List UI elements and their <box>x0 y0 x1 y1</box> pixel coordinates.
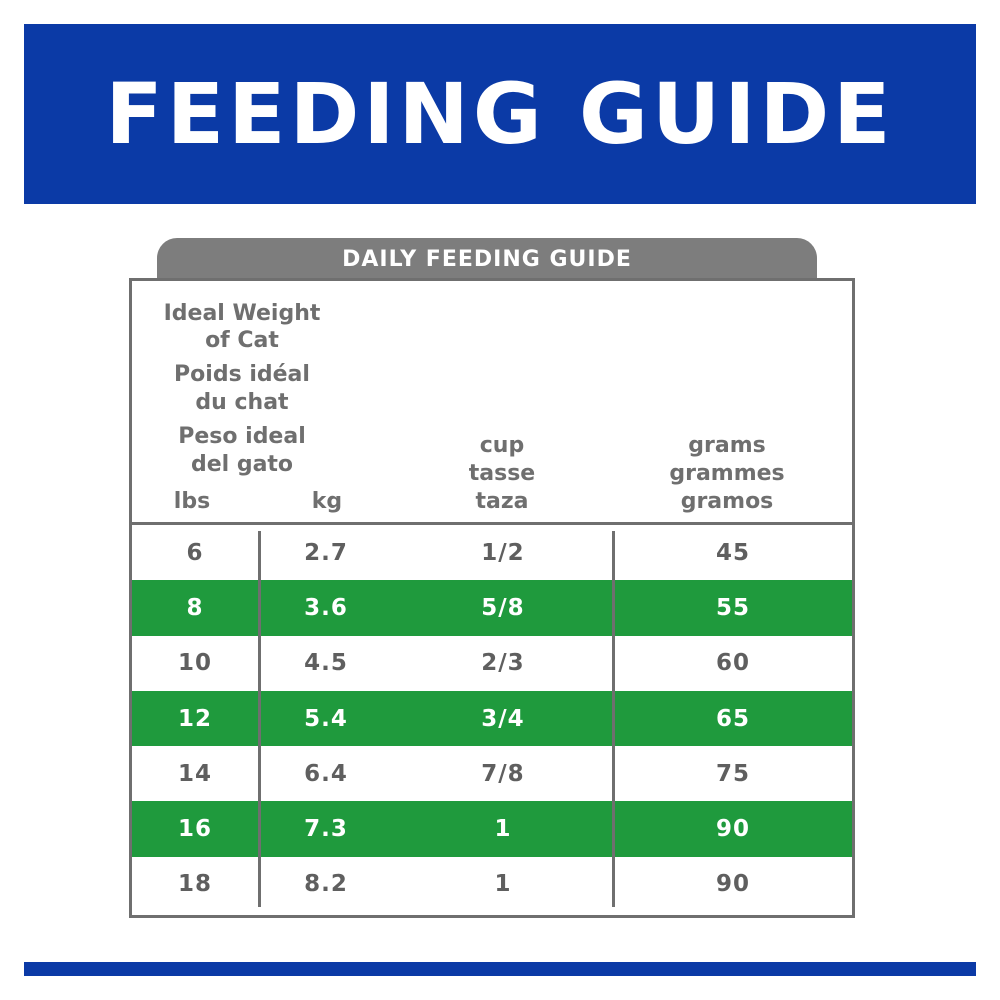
grams-header-line: grams <box>688 433 766 458</box>
cup-cell: 2/3 <box>481 650 525 677</box>
cup-cell: 7/8 <box>481 760 525 787</box>
column-divider-lbs <box>258 531 261 907</box>
weight-header-line: Poids idéal <box>174 362 310 387</box>
table-header: Ideal Weight of Cat Poids idéal du chat … <box>132 281 852 523</box>
kg-cell: 8.2 <box>304 871 348 898</box>
lbs-cell: 16 <box>177 816 212 843</box>
grams-cell: 90 <box>715 871 750 898</box>
grams-header-line: gramos <box>680 489 774 514</box>
grams-cell: 65 <box>715 705 750 732</box>
column-divider-cup <box>612 531 615 907</box>
weight-header-line: Ideal Weight <box>163 301 321 326</box>
cup-header-line: taza <box>475 489 529 514</box>
grams-cell: 75 <box>715 760 750 787</box>
cup-header-line: cup <box>479 433 525 458</box>
lbs-cell: 12 <box>177 705 212 732</box>
grams-cell: 90 <box>715 816 750 843</box>
table-title: DAILY FEEDING GUIDE <box>342 246 632 272</box>
grams-header-line: grammes <box>669 461 785 486</box>
kg-cell: 6.4 <box>304 760 348 787</box>
weight-header-line: du chat <box>195 390 289 415</box>
grams-cell: 55 <box>715 594 750 621</box>
title-banner: FEEDING GUIDE <box>24 24 976 204</box>
kg-cell: 5.4 <box>304 705 348 732</box>
lbs-header: lbs <box>173 489 211 514</box>
table-row: 12 5.4 3/4 65 <box>132 690 852 747</box>
kg-header: kg <box>311 489 343 514</box>
lbs-cell: 10 <box>177 650 212 677</box>
cup-cell: 1/2 <box>481 539 525 566</box>
weight-header-line: Peso ideal <box>178 424 306 449</box>
table-row: 10 4.5 2/3 60 <box>132 636 852 691</box>
cup-cell: 3/4 <box>481 705 525 732</box>
table-row: 8 3.6 5/8 55 <box>132 580 852 636</box>
lbs-cell: 6 <box>186 539 204 566</box>
grams-cell: 60 <box>715 650 750 677</box>
lbs-cell: 18 <box>177 871 212 898</box>
table-row: 16 7.3 1 90 <box>132 801 852 857</box>
cup-cell: 1 <box>494 871 512 898</box>
feeding-table: Ideal Weight of Cat Poids idéal du chat … <box>129 278 855 918</box>
kg-cell: 7.3 <box>304 816 348 843</box>
table-row: 6 2.7 1/2 45 <box>132 525 852 580</box>
cup-header-line: tasse <box>468 461 536 486</box>
cup-cell: 5/8 <box>481 594 525 621</box>
kg-cell: 2.7 <box>304 539 348 566</box>
kg-cell: 4.5 <box>304 650 348 677</box>
lbs-cell: 8 <box>186 594 204 621</box>
kg-cell: 3.6 <box>304 594 348 621</box>
grams-cell: 45 <box>715 539 750 566</box>
table-body: 6 2.7 1/2 45 8 3.6 5/8 55 10 4.5 2/3 60 … <box>132 525 852 912</box>
weight-header-line: of Cat <box>205 328 279 353</box>
table-row: 14 6.4 7/8 75 <box>132 746 852 801</box>
table-row: 18 8.2 1 90 <box>132 857 852 912</box>
lbs-cell: 14 <box>177 760 212 787</box>
page-title: FEEDING GUIDE <box>105 65 895 163</box>
bottom-accent-bar <box>24 962 976 976</box>
cup-cell: 1 <box>494 816 512 843</box>
weight-header-line: del gato <box>190 452 294 477</box>
header-divider <box>132 522 852 525</box>
table-title-tab: DAILY FEEDING GUIDE <box>157 238 817 280</box>
